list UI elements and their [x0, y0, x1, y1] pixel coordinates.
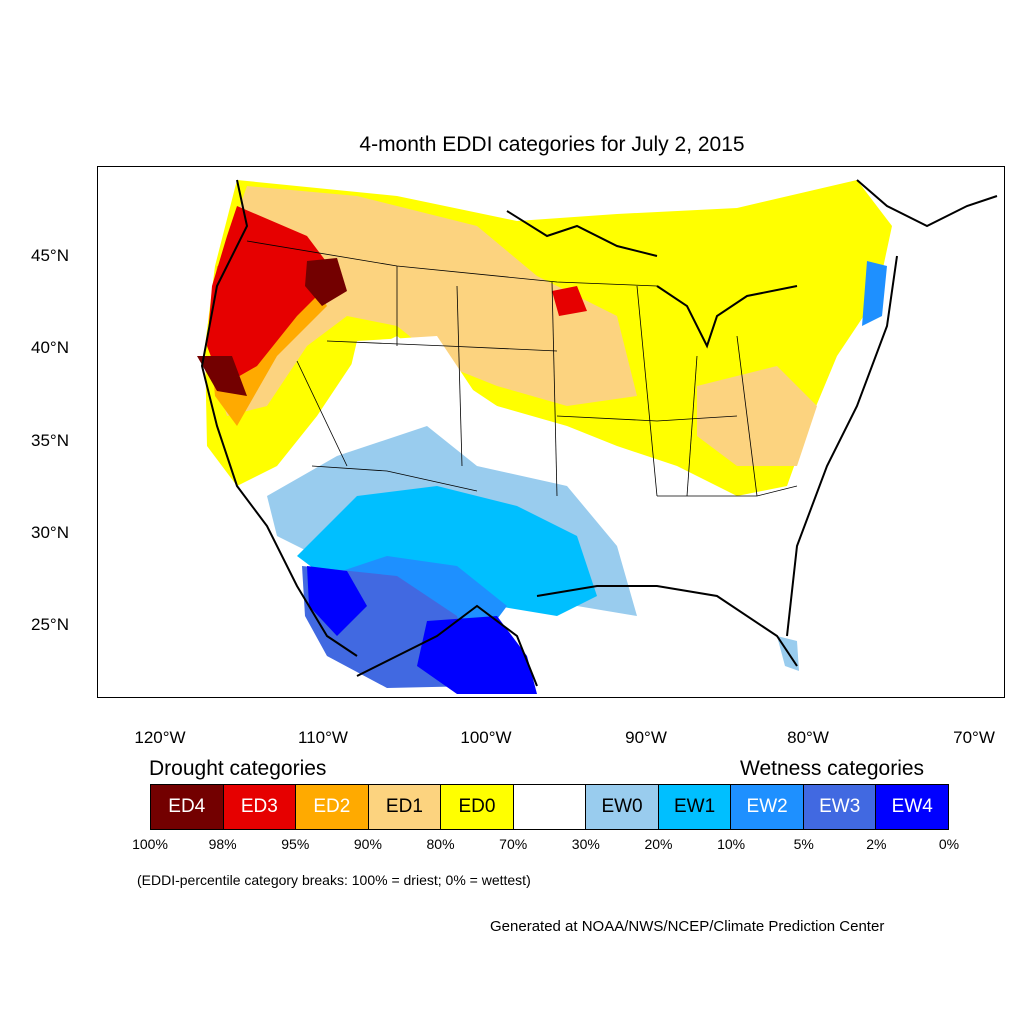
- legend-cell-ew1: EW1: [658, 785, 732, 829]
- legend-cell-ed2: ED2: [296, 785, 369, 829]
- category-legend: ED4 ED3 ED2 ED1 ED0 EW0 EW1 EW2 EW3 EW4: [150, 784, 949, 830]
- category-note: (EDDI-percentile category breaks: 100% =…: [137, 872, 531, 888]
- ed4-region-ca: [197, 356, 247, 396]
- eddi-map: [97, 166, 1005, 698]
- legend-cell-ed0: ED0: [441, 785, 514, 829]
- lon-label-80w: 80°W: [787, 728, 829, 747]
- credit-text: Generated at NOAA/NWS/NCEP/Climate Predi…: [490, 918, 885, 935]
- legend-cell-ed3: ED3: [223, 785, 297, 829]
- ed3-region: [207, 206, 337, 386]
- map-title: 4-month EDDI categories for July 2, 2015: [359, 133, 745, 156]
- legend-cell-ed1: ED1: [368, 785, 442, 829]
- percent-break-label: 98%: [208, 836, 237, 852]
- percent-break-label: 90%: [353, 836, 382, 852]
- lat-label-25: 25°N: [31, 615, 69, 634]
- percent-break-label: 30%: [571, 836, 600, 852]
- legend-cell-ed4: ED4: [151, 785, 224, 829]
- ew4-region: [417, 616, 537, 694]
- legend-cell-ew0: EW0: [586, 785, 659, 829]
- legend-cell-ew2: EW2: [731, 785, 804, 829]
- lat-label-30: 30°N: [31, 523, 69, 542]
- lon-label-120w: 120°W: [134, 728, 186, 747]
- percent-break-label: 70%: [499, 836, 528, 852]
- wetness-heading: Wetness categories: [740, 757, 925, 780]
- lat-label-45: 45°N: [31, 246, 69, 265]
- lon-label-90w: 90°W: [625, 728, 667, 747]
- lon-label-110w: 110°W: [298, 728, 348, 747]
- percent-break-label: 5%: [793, 836, 814, 852]
- ed3-region-mn: [552, 286, 587, 316]
- ew-region-maine: [862, 261, 887, 326]
- ed1-region-east: [697, 366, 817, 466]
- legend-cell-none: [513, 785, 587, 829]
- legend-cell-ew3: EW3: [803, 785, 877, 829]
- legend-cell-ew4: EW4: [876, 785, 949, 829]
- coastlines: [200, 179, 998, 687]
- percent-break-label: 100%: [132, 836, 168, 852]
- ed4-region: [305, 258, 347, 306]
- percent-break-label: 20%: [644, 836, 673, 852]
- percent-break-label: 0%: [938, 836, 960, 852]
- lat-label-35: 35°N: [31, 431, 69, 450]
- percent-break-label: 2%: [866, 836, 887, 852]
- lon-label-70w: 70°W: [953, 728, 995, 747]
- state-boundaries: [246, 240, 798, 497]
- percent-break-label: 10%: [717, 836, 746, 852]
- map-frame: [97, 166, 1005, 698]
- lon-label-100w: 100°W: [460, 728, 512, 747]
- ed1-region: [212, 186, 637, 416]
- lat-label-40: 40°N: [31, 338, 69, 357]
- percent-break-label: 95%: [281, 836, 310, 852]
- percent-break-label: 80%: [426, 836, 455, 852]
- ew4-region-west: [307, 566, 367, 636]
- drought-heading: Drought categories: [149, 757, 327, 780]
